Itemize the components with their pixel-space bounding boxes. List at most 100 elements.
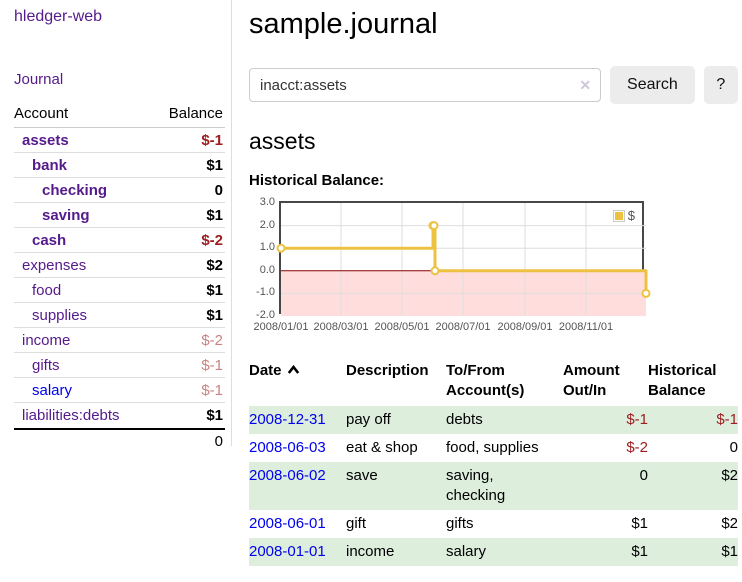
account-balance: $-1 xyxy=(201,131,223,149)
transaction-balance: $1 xyxy=(721,543,738,560)
account-link[interactable]: cash xyxy=(32,231,67,249)
account-balance-table: Account Balance assets $-1 bank $1 check… xyxy=(14,105,225,450)
total-row: 0 xyxy=(14,428,225,450)
column-header-amount: Amount Out/In xyxy=(563,362,620,399)
transaction-accounts: food, supplies xyxy=(446,439,539,456)
account-table-header: Account Balance xyxy=(14,105,225,128)
account-link[interactable]: bank xyxy=(32,156,68,174)
column-header-accounts: To/From Account(s) xyxy=(446,362,525,399)
total-balance: 0 xyxy=(214,433,223,450)
account-balance: $-2 xyxy=(201,331,223,349)
transaction-row: 2008-01-01 income salary $1 $1 xyxy=(249,538,738,566)
transaction-balance: $2 xyxy=(721,515,738,532)
chart-plot-area: $ xyxy=(276,201,651,316)
register-header-row: Date Description To/From Account(s) Amou… xyxy=(249,359,738,406)
register-rows: 2008-12-31 pay off debts $-1 $-1 2008-06… xyxy=(249,406,738,566)
search-button[interactable]: Search xyxy=(610,66,695,104)
page-title: sample.journal xyxy=(249,8,438,40)
transaction-description: gift xyxy=(346,515,367,532)
account-row: supplies $1 xyxy=(14,303,225,328)
help-button[interactable]: ? xyxy=(703,66,738,104)
transaction-accounts: saving, checking xyxy=(446,467,506,504)
y-tick-label: -1.0 xyxy=(256,286,275,299)
transaction-date-link[interactable]: 2008-12-31 xyxy=(249,411,326,428)
account-link[interactable]: assets xyxy=(22,131,69,149)
account-link[interactable]: supplies xyxy=(32,306,88,324)
transaction-date-link[interactable]: 2008-06-01 xyxy=(249,515,326,532)
historical-balance-chart: 3.0 2.0 1.0 0.0 -1.0 -2.0 $ 2008/01/01 2008/03… xyxy=(249,196,738,339)
sidebar: hledger-web Journal Account Balance asse… xyxy=(0,0,232,450)
account-balance: $1 xyxy=(206,206,223,224)
y-tick-label: 3.0 xyxy=(259,196,275,208)
transaction-description: eat & shop xyxy=(346,439,418,456)
main-content: sample.journal ✕ Search ? assets Histori… xyxy=(233,0,742,566)
account-row: gifts $-1 xyxy=(14,353,225,378)
series-color-swatch xyxy=(612,209,625,222)
account-row: assets $-1 xyxy=(14,128,225,153)
account-balance: $2 xyxy=(206,256,223,274)
account-row: saving $1 xyxy=(14,203,225,228)
transaction-date-link[interactable]: 2008-06-03 xyxy=(249,439,326,456)
chart-title: Historical Balance: xyxy=(249,172,385,189)
chart-legend: $ xyxy=(610,207,637,224)
account-balance: $1 xyxy=(206,306,223,324)
x-tick-label: 2008/09/01 xyxy=(497,321,553,333)
y-tick-label: -2.0 xyxy=(256,309,275,321)
search-bar: ✕ Search ? xyxy=(249,66,738,104)
account-link[interactable]: food xyxy=(32,281,62,299)
account-heading: assets xyxy=(249,128,316,154)
account-balance: $1 xyxy=(206,407,223,424)
column-header-description: Description xyxy=(346,362,429,379)
account-row: food $1 xyxy=(14,278,225,303)
account-link[interactable]: liabilities:debts xyxy=(22,407,120,424)
x-tick-label: 2008/07/01 xyxy=(435,321,491,333)
column-header-balance: Historical Balance xyxy=(648,362,717,399)
app-brand-link[interactable]: hledger-web xyxy=(14,8,103,25)
account-row: expenses $2 xyxy=(14,253,225,278)
sidebar-item-journal[interactable]: Journal xyxy=(14,71,64,88)
transaction-balance: $2 xyxy=(721,467,738,484)
clear-search-icon[interactable]: ✕ xyxy=(579,77,592,93)
chart-canvas xyxy=(276,203,651,316)
account-link[interactable]: gifts xyxy=(32,356,60,374)
transaction-amount: $-2 xyxy=(626,439,648,456)
account-link[interactable]: saving xyxy=(42,206,90,224)
account-link[interactable]: expenses xyxy=(22,256,87,274)
account-column-header: Account xyxy=(14,105,69,122)
account-row: cash $-2 xyxy=(14,228,225,253)
transaction-date-link[interactable]: 2008-01-01 xyxy=(249,543,326,560)
transaction-accounts: gifts xyxy=(446,515,474,532)
transaction-amount: $1 xyxy=(631,543,648,560)
transaction-row: 2008-06-01 gift gifts $1 $2 xyxy=(249,510,738,538)
account-row: bank $1 xyxy=(14,153,225,178)
transaction-description: income xyxy=(346,543,395,560)
account-balance: $-2 xyxy=(201,231,223,249)
account-row: checking 0 xyxy=(14,178,225,203)
y-tick-label: 2.0 xyxy=(259,218,275,231)
transaction-amount: $1 xyxy=(631,515,648,532)
transaction-balance: $-1 xyxy=(716,411,738,428)
transaction-accounts: salary xyxy=(446,543,487,560)
register-table: Date Description To/From Account(s) Amou… xyxy=(249,359,738,566)
column-header-date[interactable]: Date xyxy=(249,359,346,406)
search-input[interactable] xyxy=(249,68,602,102)
transaction-date-link[interactable]: 2008-06-02 xyxy=(249,467,326,484)
transaction-row: 2008-06-02 save saving, checking 0 $2 xyxy=(249,462,738,510)
account-balance: $-1 xyxy=(201,381,223,399)
balance-column-header: Balance xyxy=(168,105,223,122)
transaction-accounts: debts xyxy=(446,411,483,428)
transaction-row: 2008-12-31 pay off debts $-1 $-1 xyxy=(249,406,738,434)
transaction-amount: $-1 xyxy=(626,411,648,428)
y-tick-label: 1.0 xyxy=(259,241,275,254)
transaction-balance: 0 xyxy=(729,439,738,456)
account-row: liabilities:debts $1 xyxy=(14,403,225,428)
account-balance: $1 xyxy=(206,156,223,174)
account-link[interactable]: income xyxy=(22,331,71,349)
account-link[interactable]: salary xyxy=(32,381,73,399)
account-link[interactable]: checking xyxy=(42,181,108,199)
search-box: ✕ xyxy=(249,68,602,102)
transaction-description: save xyxy=(346,467,378,484)
account-balance: 0 xyxy=(214,181,223,199)
transaction-amount: 0 xyxy=(639,467,648,484)
